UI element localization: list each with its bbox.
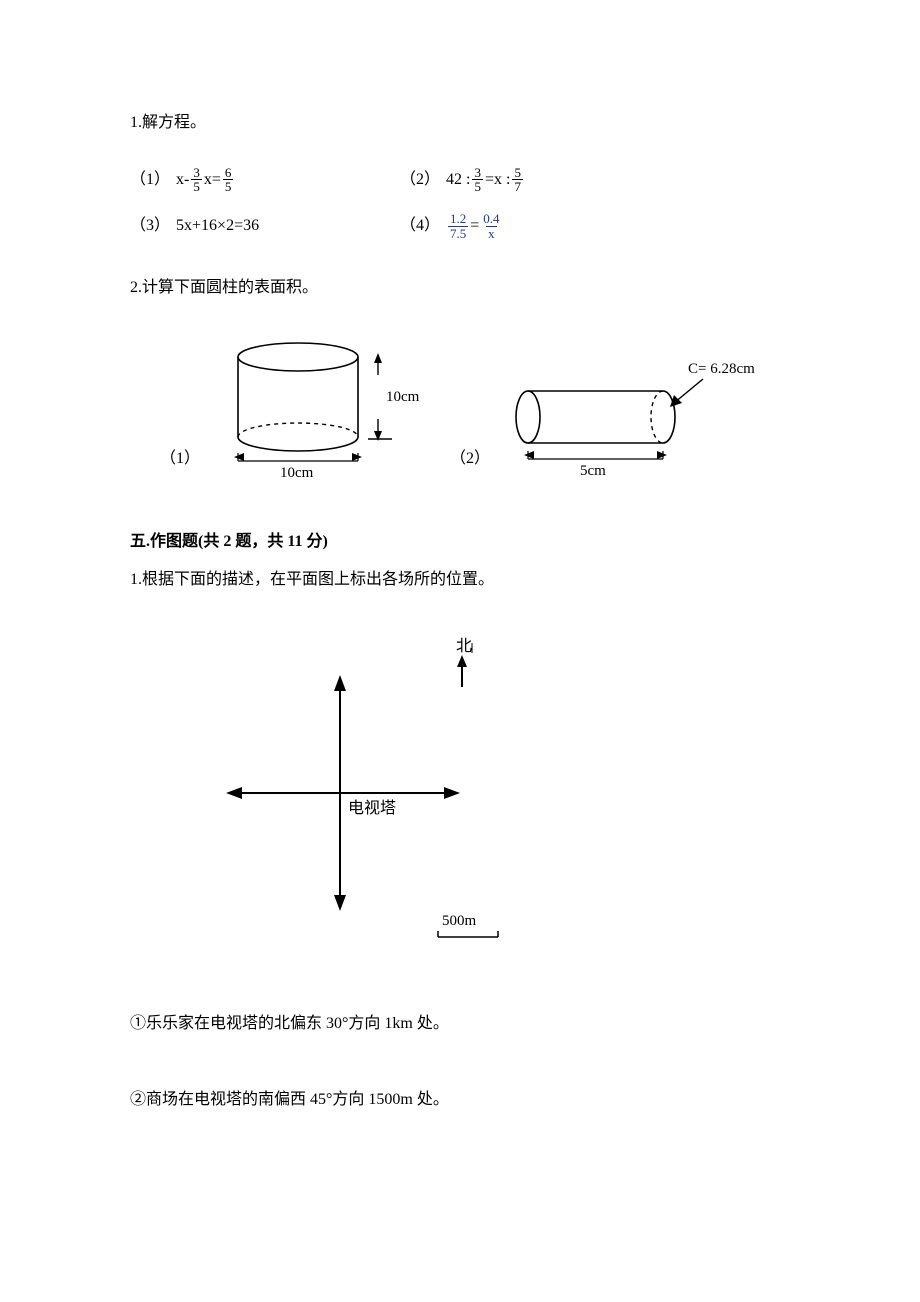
q1-equations: （1） x- 3 5 x= 6 5 （2） 42 : 3 5 =x : 5 7 (130, 166, 790, 241)
cyl2-label: （2） (450, 446, 490, 472)
eq-row-1: （1） x- 3 5 x= 6 5 （2） 42 : 3 5 =x : 5 7 (130, 166, 790, 194)
eq-1: （1） x- 3 5 x= 6 5 (130, 166, 390, 194)
eq-1-prefix: x- (176, 167, 189, 193)
eq-1-frac2: 6 5 (223, 166, 234, 194)
q2-title: 2.计算下面圆柱的表面积。 (130, 275, 790, 301)
s5-q1-title: 1.根据下面的描述，在平面图上标出各场所的位置。 (130, 567, 790, 593)
cylinder-figure-row: （1） 10cm (160, 331, 790, 490)
eq-3: （3） 5x+16×2=36 (130, 212, 390, 240)
s5-sub2: ②商场在电视塔的南偏西 45°方向 1500m 处。 (130, 1087, 790, 1113)
eq-3-index: （3） (130, 213, 170, 239)
eq-2-mid: =x : (485, 167, 510, 193)
eq-4-index: （4） (400, 213, 440, 239)
cyl2-circ-label: C= 6.28cm (688, 361, 755, 377)
compass-center-label: 电视塔 (348, 799, 396, 817)
cyl1-width-dim: 10cm (280, 465, 314, 481)
eq-4-eq: = (470, 213, 479, 239)
compass-scale-label: 500m (442, 913, 477, 929)
eq-4-rhs: 0.4 x (481, 212, 501, 240)
section-5-heading: 五.作图题(共 2 题，共 11 分) (130, 529, 790, 555)
eq-2-prefix: 42 : (446, 167, 470, 193)
eq-1-index: （1） (130, 167, 170, 193)
eq-1-mid: x= (204, 167, 221, 193)
eq-3-plain: 5x+16×2=36 (176, 213, 259, 239)
eq-4-lhs: 1.2 7.5 (448, 212, 468, 240)
eq-2-index: （2） (400, 167, 440, 193)
eq-2-frac1: 3 5 (472, 166, 483, 194)
compass-figure: 电视塔 北 500m (220, 623, 790, 972)
s5-sub1: ①乐乐家在电视塔的北偏东 30°方向 1km 处。 (130, 1011, 790, 1037)
cyl2-svg: C= 6.28cm 5cm (498, 351, 768, 490)
cyl1-svg: 10cm 10cm (208, 331, 438, 490)
eq-1-frac1: 3 5 (191, 166, 202, 194)
cyl1-label: （1） (160, 446, 200, 472)
q1-title: 1.解方程。 (130, 110, 790, 136)
cyl2-length-dim: 5cm (580, 463, 606, 479)
eq-2: （2） 42 : 3 5 =x : 5 7 (400, 166, 525, 194)
compass-north-label: 北 (456, 637, 472, 655)
eq-2-frac2: 5 7 (512, 166, 523, 194)
cyl1-height-dim: 10cm (386, 389, 420, 405)
eq-4: （4） 1.2 7.5 = 0.4 x (400, 212, 504, 240)
eq-row-2: （3） 5x+16×2=36 （4） 1.2 7.5 = 0.4 x (130, 212, 790, 240)
